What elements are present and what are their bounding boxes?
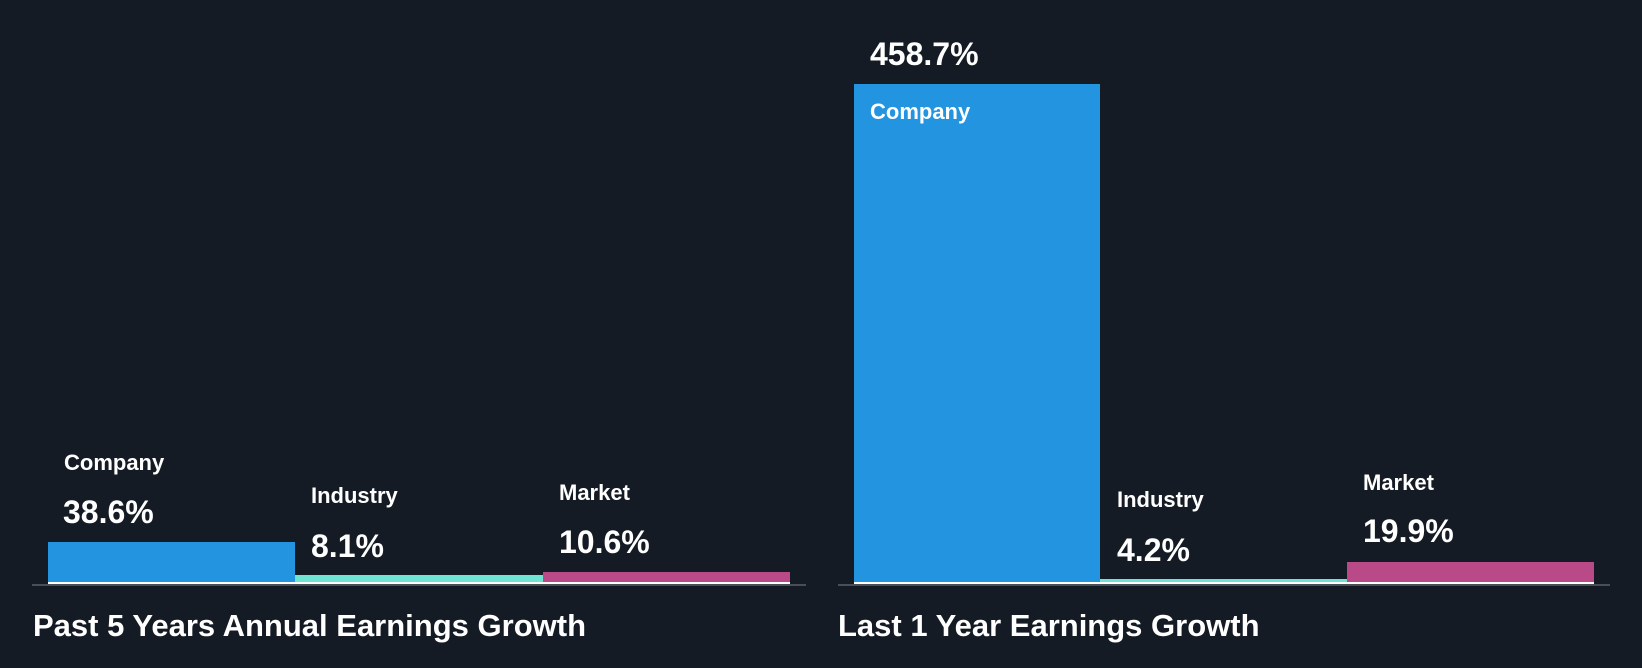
bar-company	[48, 542, 295, 582]
bar-label-market: Market	[1363, 470, 1434, 495]
x-axis-baseline	[838, 584, 1610, 586]
chart-title: Last 1 Year Earnings Growth	[838, 608, 1260, 643]
bar-market	[543, 572, 790, 582]
bar-value-company: 38.6%	[63, 494, 154, 530]
bar-company	[854, 84, 1100, 582]
bar-value-market: 10.6%	[559, 524, 650, 560]
bar-industry	[1100, 579, 1347, 582]
bar-underline	[48, 582, 790, 584]
bar-label-industry: Industry	[311, 483, 398, 508]
chart-title: Past 5 Years Annual Earnings Growth	[33, 608, 587, 643]
bar-value-industry: 4.2%	[1117, 532, 1190, 568]
bar-market	[1347, 562, 1594, 582]
bar-label-market: Market	[559, 480, 630, 505]
bar-label-company: Company	[64, 450, 165, 475]
bar-label-industry: Industry	[1117, 487, 1204, 512]
bar-label-company: Company	[870, 99, 971, 124]
bar-underline	[854, 582, 1594, 584]
x-axis-baseline	[32, 584, 806, 586]
bar-value-industry: 8.1%	[311, 528, 384, 564]
bar-value-company: 458.7%	[870, 36, 979, 72]
bar-industry	[295, 575, 543, 582]
bar-value-market: 19.9%	[1363, 513, 1454, 549]
chart-past-5-years: Company 38.6% Industry 8.1% Market 10.6%…	[32, 450, 806, 643]
